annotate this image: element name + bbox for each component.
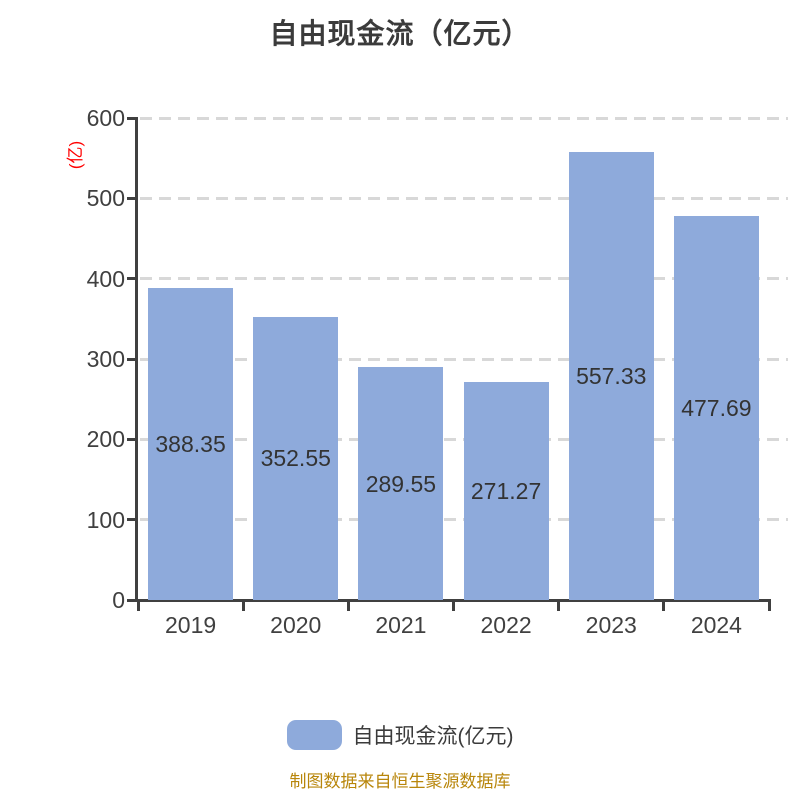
bar-2021 [358,367,444,600]
footer-note: 制图数据来自恒生聚源数据库 [289,772,511,791]
bar-2024 [673,216,759,600]
bar-2019 [148,288,234,600]
x-tick-0 [136,600,140,611]
bar-value-label-2023: 557.33 [576,363,647,390]
x-tick-label-2023: 2023 [585,612,637,638]
bar-value-label-2022: 271.27 [470,478,542,505]
gridline-500 [140,196,788,200]
x-tick-label-2019: 2019 [164,612,217,638]
chart-title: 自由现金流（亿元） [269,18,531,49]
y-tick-label-0: 0 [112,587,125,613]
y-tick-100 [127,518,138,522]
x-tick-label-2022: 2022 [480,612,532,638]
x-tick-2 [346,600,350,611]
y-tick-label-400: 400 [86,265,125,292]
x-tick-1 [241,600,245,611]
y-tick-400 [127,277,138,281]
y-tick-label-200: 200 [86,426,125,453]
gridline-300 [140,357,788,361]
x-tick-6 [767,600,771,611]
x-tick-4 [557,600,561,611]
bar-value-label-2024: 477.69 [681,395,752,422]
y-tick-label-600: 600 [86,105,125,131]
bar-value-label-2020: 352.55 [260,445,331,472]
bar-2023 [568,152,654,600]
bar-2022 [463,382,549,600]
x-tick-3 [452,600,455,611]
x-tick-label-2020: 2020 [270,612,322,638]
y-tick-label-300: 300 [86,346,125,372]
y-tick-600 [127,116,138,120]
bar-value-label-2019: 388.35 [155,431,226,457]
legend-swatch [286,720,342,750]
y-tick-label-500: 500 [86,185,125,212]
bar-2020 [253,316,339,600]
x-tick-5 [662,600,666,611]
bar-value-label-2021: 289.55 [365,470,437,497]
y-tick-300 [127,357,138,361]
legend: 自由现金流(亿元) [0,720,800,750]
legend-label: 自由现金流(亿元) [352,725,514,748]
gridline-600 [140,116,788,120]
x-tick-label-2024: 2024 [690,612,742,638]
y-tick-0 [127,598,138,602]
y-tick-label-100: 100 [86,506,125,533]
y-tick-200 [127,437,138,441]
x-tick-label-2021: 2021 [375,612,427,638]
gridline-400 [140,277,788,281]
y-tick-500 [127,196,138,200]
y-axis-line [135,117,138,602]
